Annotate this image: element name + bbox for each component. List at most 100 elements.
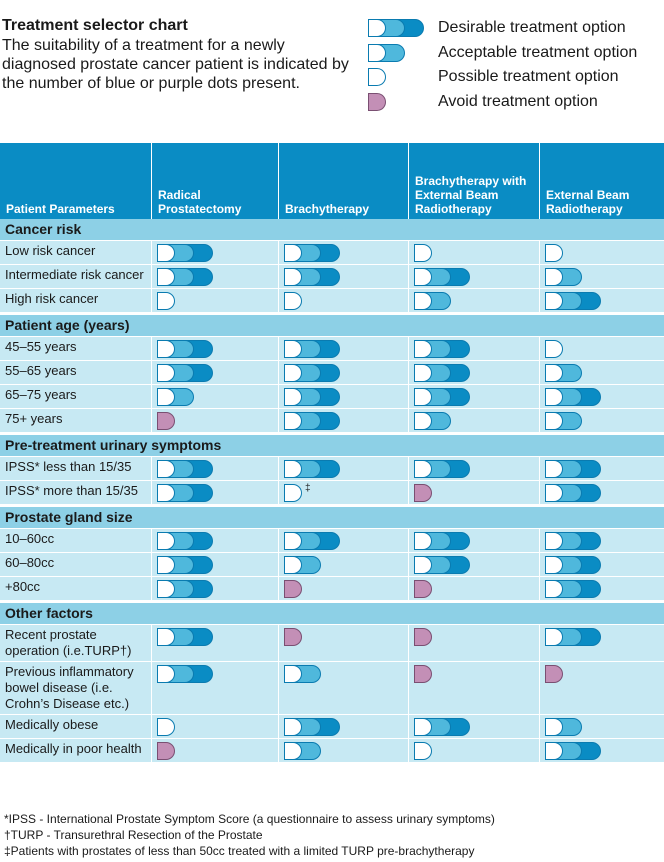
row-label: Intermediate risk cancer <box>0 264 152 288</box>
rating-cell <box>152 528 279 552</box>
avoid-dot <box>157 742 175 760</box>
desirable-dots-icon <box>545 484 601 502</box>
desirable-dots-icon <box>545 532 601 550</box>
desirable-dots-icon <box>284 460 340 478</box>
rating-cell <box>152 408 279 432</box>
table-row: 10–60cc <box>0 528 664 552</box>
dot <box>414 340 432 358</box>
avoid-dot <box>414 628 432 646</box>
dot <box>284 742 302 760</box>
rating-cell <box>409 661 540 714</box>
desirable-dots-icon <box>284 364 340 382</box>
desirable-dots-icon <box>284 268 340 286</box>
desirable-dots-icon <box>284 718 340 736</box>
legend-item: Possible treatment option <box>368 65 664 90</box>
legend-symbol <box>368 19 438 38</box>
section-header: Pre-treatment urinary symptoms <box>0 432 664 456</box>
acceptable-dots-icon <box>284 665 321 683</box>
table-row: Low risk cancer <box>0 240 664 264</box>
rating-cell <box>152 714 279 738</box>
rating-cell <box>152 240 279 264</box>
table-row: IPSS* more than 15/35 ‡ <box>0 480 664 504</box>
table-row: 45–55 years <box>0 336 664 360</box>
rating-cell <box>540 240 664 264</box>
column-header-brachy-ebrt: Brachytherapy with External Beam Radioth… <box>409 143 540 219</box>
row-label: +80cc <box>0 576 152 600</box>
desirable-dots-icon <box>157 460 213 478</box>
possible-dots-icon <box>545 244 563 262</box>
avoid-dot <box>368 92 386 111</box>
row-label: Medically in poor health <box>0 738 152 762</box>
row-label: 65–75 years <box>0 384 152 408</box>
rating-cell <box>152 456 279 480</box>
table-row: 75+ years <box>0 408 664 432</box>
desirable-dots-icon <box>284 340 340 358</box>
dot <box>414 388 432 406</box>
row-label: 55–65 years <box>0 360 152 384</box>
rating-cell <box>279 528 409 552</box>
desirable-dots-icon <box>157 268 213 286</box>
rating-cell <box>540 360 664 384</box>
rating-cell <box>409 456 540 480</box>
possible-dots-icon <box>545 340 563 358</box>
row-label: IPSS* more than 15/35 <box>0 480 152 504</box>
desirable-dots-icon <box>157 364 213 382</box>
dot <box>545 412 563 430</box>
legend-symbol <box>368 68 438 87</box>
dot <box>545 268 563 286</box>
table-row: 60–80cc <box>0 552 664 576</box>
rating-cell <box>279 336 409 360</box>
dot <box>284 292 302 310</box>
dot <box>157 268 175 286</box>
desirable-dots-icon <box>157 665 213 683</box>
dot <box>545 742 563 760</box>
desirable-dots-icon <box>414 364 470 382</box>
table-row: IPSS* less than 15/35 <box>0 456 664 480</box>
avoid-dot-icon <box>284 628 302 646</box>
desirable-dots-icon <box>545 556 601 574</box>
avoid-dot-icon <box>368 92 386 111</box>
dot <box>157 580 175 598</box>
footnote-limited-turp: ‡Patients with prostates of less than 50… <box>4 844 475 858</box>
avoid-dot <box>414 484 432 502</box>
rating-cell <box>540 264 664 288</box>
footnote-ipss: *IPSS - International Prostate Symptom S… <box>4 812 495 826</box>
rating-cell <box>409 408 540 432</box>
dot <box>414 532 432 550</box>
dot <box>157 364 175 382</box>
acceptable-dots-icon <box>545 268 582 286</box>
rating-cell <box>540 456 664 480</box>
avoid-dot-icon <box>157 412 175 430</box>
dot <box>414 292 432 310</box>
rating-cell <box>279 408 409 432</box>
row-label: Medically obese <box>0 714 152 738</box>
row-label: 60–80cc <box>0 552 152 576</box>
avoid-dot <box>284 580 302 598</box>
avoid-dot-icon <box>414 665 432 683</box>
legend-label: Avoid treatment option <box>438 92 598 110</box>
avoid-dot-icon <box>414 628 432 646</box>
desirable-dots-icon <box>284 244 340 262</box>
chart-header: Treatment selector chart The suitability… <box>2 16 362 93</box>
desirable-dots-icon <box>545 388 601 406</box>
table-row: 55–65 years <box>0 360 664 384</box>
dot <box>157 628 175 646</box>
acceptable-dots-icon <box>545 412 582 430</box>
dot <box>157 665 175 683</box>
dot <box>284 665 302 683</box>
acceptable-dots-icon <box>157 388 194 406</box>
column-header-radical-prostatectomy: Radical Prostatectomy <box>152 143 279 219</box>
table-row: +80cc <box>0 576 664 600</box>
dot <box>545 484 563 502</box>
dot <box>414 718 432 736</box>
row-label: Low risk cancer <box>0 240 152 264</box>
desirable-dots-icon <box>545 742 601 760</box>
dot <box>545 340 563 358</box>
row-label: Previous inflammatory bowel disease (i.e… <box>0 661 152 714</box>
section-header: Patient age (years) <box>0 312 664 336</box>
avoid-dot-icon <box>157 742 175 760</box>
desirable-dots-icon <box>414 532 470 550</box>
legend-label: Desirable treatment option <box>438 19 626 37</box>
table-row: Intermediate risk cancer <box>0 264 664 288</box>
rating-cell <box>152 264 279 288</box>
